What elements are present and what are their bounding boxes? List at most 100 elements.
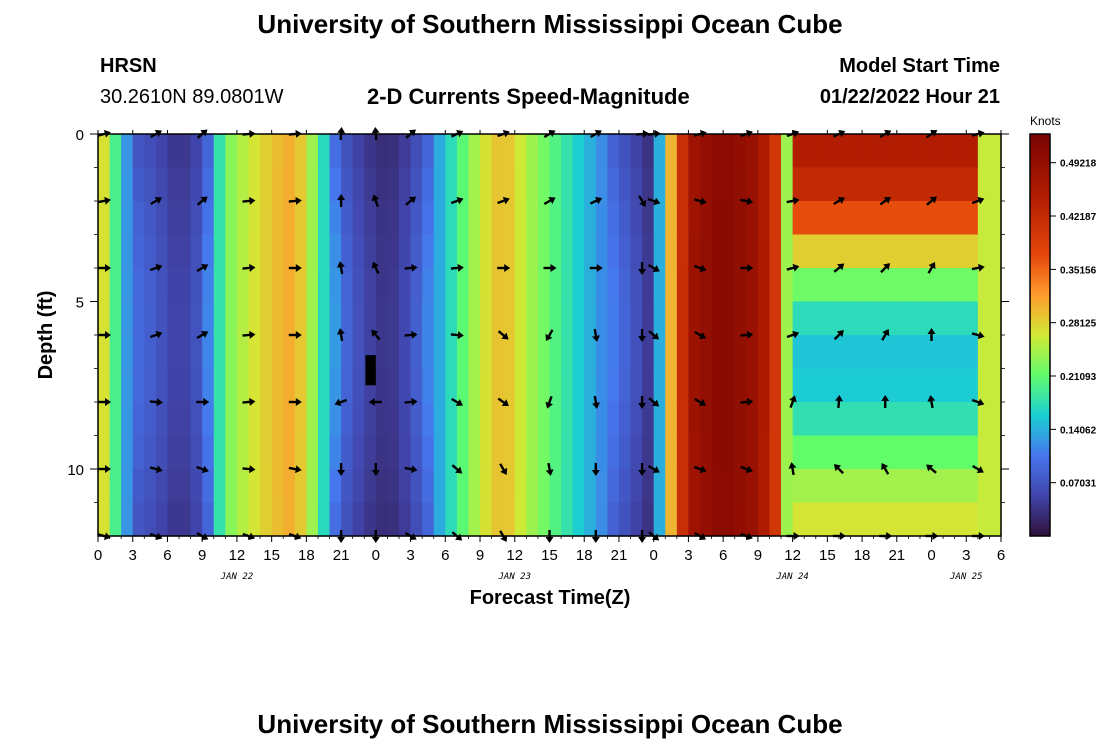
vector-head — [745, 465, 753, 474]
heatmap-cell — [491, 201, 504, 236]
heatmap-cell — [248, 301, 261, 336]
heatmap-cell — [468, 234, 481, 269]
heatmap-cell — [410, 368, 423, 403]
heatmap-cell — [896, 469, 909, 504]
y-axis-label: Depth (ft) — [35, 291, 57, 380]
heatmap-cell — [98, 301, 111, 336]
heatmap-cell — [456, 167, 470, 202]
heatmap-cell — [618, 402, 632, 437]
x-tick-label: 12 — [506, 547, 523, 564]
heatmap-cell — [352, 402, 365, 437]
heatmap-cell — [931, 502, 944, 537]
heatmap-cell — [572, 469, 585, 504]
heatmap-cell — [792, 335, 805, 370]
heatmap-cell — [931, 201, 944, 236]
heatmap-cell — [248, 134, 261, 169]
heatmap-cell — [862, 335, 875, 370]
heatmap-cell — [341, 301, 354, 336]
heatmap-cell — [341, 502, 354, 537]
heatmap-cell — [549, 435, 562, 470]
heatmap-cell — [630, 268, 643, 303]
heatmap-cell — [514, 234, 527, 269]
heatmap-cell — [283, 268, 296, 303]
heatmap-cell — [896, 234, 909, 269]
heatmap-cell — [537, 134, 551, 169]
heatmap-cell — [294, 469, 307, 504]
heatmap-cell — [537, 469, 551, 504]
heatmap-cell — [815, 402, 828, 437]
heatmap-cell — [317, 234, 331, 269]
heatmap-cell — [665, 134, 678, 169]
heatmap-cell — [746, 234, 759, 269]
date-label: JAN 24 — [775, 572, 809, 582]
vector-head — [652, 466, 660, 473]
x-tick-label: 6 — [997, 547, 1005, 564]
heatmap-cell — [919, 502, 933, 537]
heatmap-cell — [584, 167, 597, 202]
vector-head — [410, 465, 418, 474]
colorbar-tick-label: 0.42187 — [1060, 212, 1097, 223]
current-vector-arrow — [336, 261, 345, 275]
heatmap-cell — [491, 402, 504, 437]
heatmap-cell — [919, 234, 933, 269]
heatmap-cell — [850, 234, 863, 269]
current-vector-arrow — [833, 464, 844, 475]
heatmap-cell — [896, 435, 909, 470]
heatmap-cell — [167, 435, 180, 470]
heatmap-cell — [653, 167, 666, 202]
heatmap-cell — [410, 268, 423, 303]
heatmap-cell — [584, 435, 597, 470]
heatmap-cell — [676, 234, 690, 269]
heatmap-cell — [954, 134, 967, 169]
current-vector-arrow — [927, 395, 936, 409]
heatmap-cell — [352, 368, 365, 403]
current-vector-arrow — [543, 264, 557, 272]
heatmap-cell — [190, 201, 203, 236]
heatmap-cell — [561, 335, 574, 370]
vector-head — [411, 330, 418, 339]
x-tick-label: 15 — [819, 547, 836, 564]
heatmap-cell — [885, 167, 898, 202]
vector-head — [456, 196, 464, 205]
heatmap-cell — [954, 201, 967, 236]
heatmap-cell — [723, 268, 736, 303]
heatmap-cell — [734, 301, 747, 336]
axes: 0 3 6 9 12 15 18 21 0 3 6 9 12 15 18 21 0 3 6 9 12 15 18 21 0 3 6 0… — [67, 127, 1009, 582]
heatmap-cell — [387, 234, 400, 269]
heatmap-cell — [155, 234, 169, 269]
heatmap-cell — [514, 402, 527, 437]
heatmap-cell — [642, 368, 655, 403]
heatmap-cell — [445, 469, 458, 504]
heatmap-cell — [422, 201, 435, 236]
heatmap-cell — [329, 167, 342, 202]
heatmap-cell — [827, 368, 840, 403]
heatmap-cell — [514, 134, 527, 169]
heatmap-cell — [734, 502, 747, 537]
heatmap-cell — [630, 201, 643, 236]
heatmap-cell — [804, 435, 817, 470]
current-vector-arrow — [638, 195, 647, 208]
heatmap-cell — [109, 368, 122, 403]
heatmap-cell — [792, 268, 805, 303]
heatmap-cell — [665, 469, 678, 504]
heatmap-cell — [943, 469, 956, 504]
heatmap-cell — [723, 435, 736, 470]
heatmap-cell — [526, 301, 539, 336]
heatmap-cell — [375, 301, 389, 336]
heatmap-cell — [514, 268, 527, 303]
heatmap-cell — [838, 301, 852, 336]
heatmap-cell — [792, 234, 805, 269]
current-vector-arrow — [371, 261, 380, 274]
heatmap-cell — [410, 201, 423, 236]
heatmap-cell — [815, 134, 828, 169]
heatmap-cell — [317, 402, 331, 437]
heatmap-cell — [977, 301, 991, 336]
current-vector-arrow — [927, 328, 936, 341]
heatmap-cell — [491, 469, 504, 504]
heatmap-cell — [700, 167, 713, 202]
heatmap-cell — [561, 435, 574, 470]
heatmap-cell — [236, 502, 250, 537]
heatmap-cell — [167, 134, 180, 169]
heatmap-cell — [179, 268, 192, 303]
x-tick-label: 18 — [576, 547, 593, 564]
